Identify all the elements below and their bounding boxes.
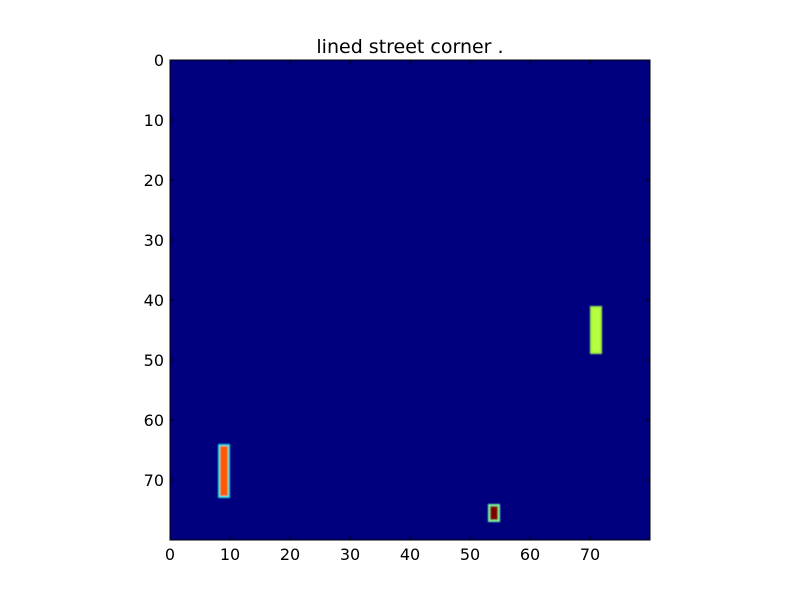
region-core <box>592 308 600 352</box>
y-tick-label: 0 <box>154 51 164 70</box>
y-tick-label: 70 <box>144 471 164 490</box>
x-tick-label: 40 <box>400 545 420 564</box>
heatmap-region-3 <box>590 306 602 354</box>
y-tick-label: 20 <box>144 171 164 190</box>
heatmap-regions <box>218 306 602 522</box>
region-core <box>220 446 228 496</box>
x-tick-label: 50 <box>460 545 480 564</box>
x-tick-label: 20 <box>280 545 300 564</box>
y-tick-label: 10 <box>144 111 164 130</box>
y-axis: 0 10 20 30 40 50 60 70 <box>144 51 650 490</box>
x-axis: 0 10 20 30 40 50 60 70 <box>165 60 600 564</box>
y-tick-label: 50 <box>144 351 164 370</box>
heatmap-background <box>170 60 650 540</box>
x-tick-label: 60 <box>520 545 540 564</box>
heatmap-region-2 <box>488 504 500 522</box>
y-tick-label: 40 <box>144 291 164 310</box>
x-tick-label: 70 <box>580 545 600 564</box>
x-tick-label: 0 <box>165 545 175 564</box>
y-tick-label: 60 <box>144 411 164 430</box>
x-tick-label: 10 <box>220 545 240 564</box>
y-tick-label: 30 <box>144 231 164 250</box>
region-core <box>490 506 498 520</box>
heatmap-region-1 <box>218 444 230 498</box>
chart-title: lined street corner . <box>316 36 503 58</box>
x-tick-label: 30 <box>340 545 360 564</box>
